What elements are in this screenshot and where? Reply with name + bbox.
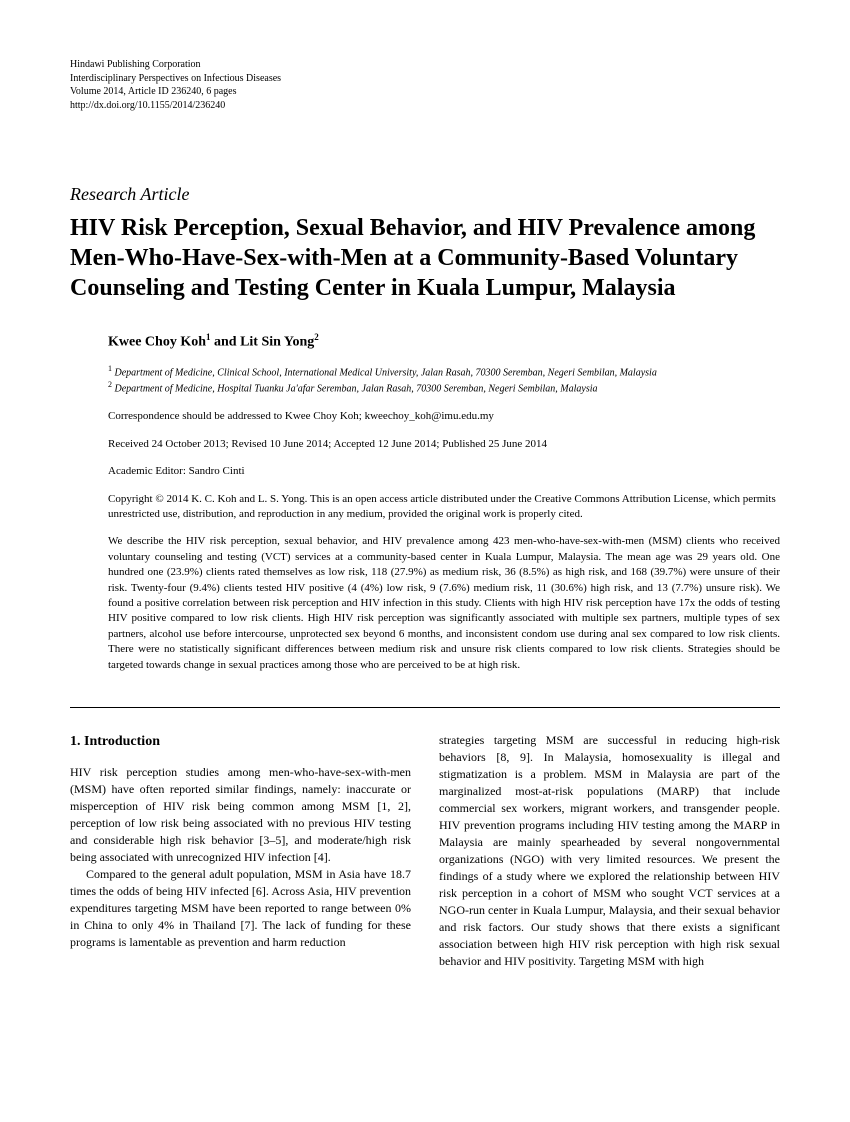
correspondence-line: Correspondence should be addressed to Kw… bbox=[108, 409, 780, 424]
affiliation-2: 2 Department of Medicine, Hospital Tuank… bbox=[108, 380, 780, 396]
column-right: strategies targeting MSM are successful … bbox=[439, 732, 780, 970]
author-2-name: Lit Sin Yong bbox=[240, 334, 314, 349]
article-type: Research Article bbox=[70, 182, 780, 207]
author-and: and bbox=[211, 334, 241, 349]
publisher-line: Hindawi Publishing Corporation bbox=[70, 58, 780, 72]
abstract-text: We describe the HIV risk perception, sex… bbox=[70, 534, 780, 673]
doi-line: http://dx.doi.org/10.1155/2014/236240 bbox=[70, 99, 780, 113]
dates-line: Received 24 October 2013; Revised 10 Jun… bbox=[108, 437, 780, 452]
editor-line: Academic Editor: Sandro Cinti bbox=[108, 464, 780, 479]
author-2-affil-sup: 2 bbox=[314, 332, 319, 342]
article-meta: Correspondence should be addressed to Kw… bbox=[70, 409, 780, 522]
author-1-name: Kwee Choy Koh bbox=[108, 334, 206, 349]
publication-header: Hindawi Publishing Corporation Interdisc… bbox=[70, 58, 780, 112]
column-left: 1. Introduction HIV risk perception stud… bbox=[70, 732, 411, 970]
journal-line: Interdisciplinary Perspectives on Infect… bbox=[70, 72, 780, 86]
affiliation-1: 1 Department of Medicine, Clinical Schoo… bbox=[108, 364, 780, 380]
body-columns: 1. Introduction HIV risk perception stud… bbox=[70, 732, 780, 970]
volume-line: Volume 2014, Article ID 236240, 6 pages bbox=[70, 85, 780, 99]
body-col2-p1: strategies targeting MSM are successful … bbox=[439, 732, 780, 970]
section-divider bbox=[70, 707, 780, 708]
article-title: HIV Risk Perception, Sexual Behavior, an… bbox=[70, 213, 780, 303]
copyright-line: Copyright © 2014 K. C. Koh and L. S. Yon… bbox=[108, 492, 780, 523]
affiliations-block: 1 Department of Medicine, Clinical Schoo… bbox=[70, 364, 780, 396]
author-list: Kwee Choy Koh1 and Lit Sin Yong2 bbox=[70, 331, 780, 352]
section-heading-introduction: 1. Introduction bbox=[70, 732, 411, 752]
body-col1-p2: Compared to the general adult population… bbox=[70, 866, 411, 951]
body-col1-p1: HIV risk perception studies among men-wh… bbox=[70, 764, 411, 866]
